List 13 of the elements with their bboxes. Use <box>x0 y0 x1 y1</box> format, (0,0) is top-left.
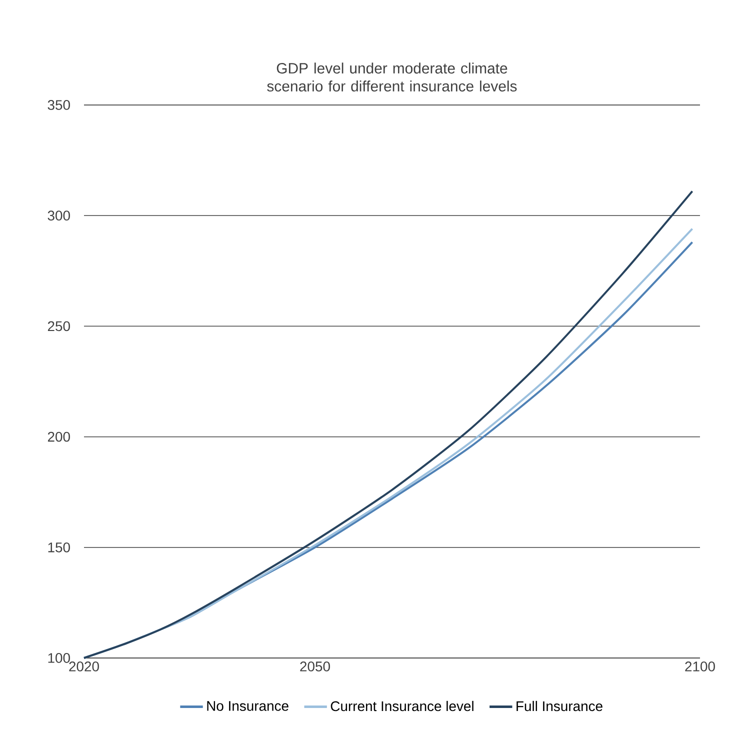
y-tick-label: 350 <box>48 100 70 110</box>
x-tick-label: 2100 <box>685 662 715 672</box>
x-tick-label: 2020 <box>69 662 99 672</box>
y-tick-label: 250 <box>48 321 70 332</box>
chart-title: GDP level under moderate climate scenario for different insurance levels <box>267 62 517 92</box>
x-tick-label: 2050 <box>300 662 330 672</box>
legend-label: No Insurance <box>207 701 288 711</box>
y-tick-label: 150 <box>48 542 70 552</box>
legend-label: Full Insurance <box>516 700 602 712</box>
legend-label: Current Insurance level <box>330 700 474 712</box>
y-tick-label: 300 <box>48 210 70 221</box>
y-tick-label: 200 <box>48 432 70 442</box>
y-tick-label: 100 <box>48 653 70 663</box>
